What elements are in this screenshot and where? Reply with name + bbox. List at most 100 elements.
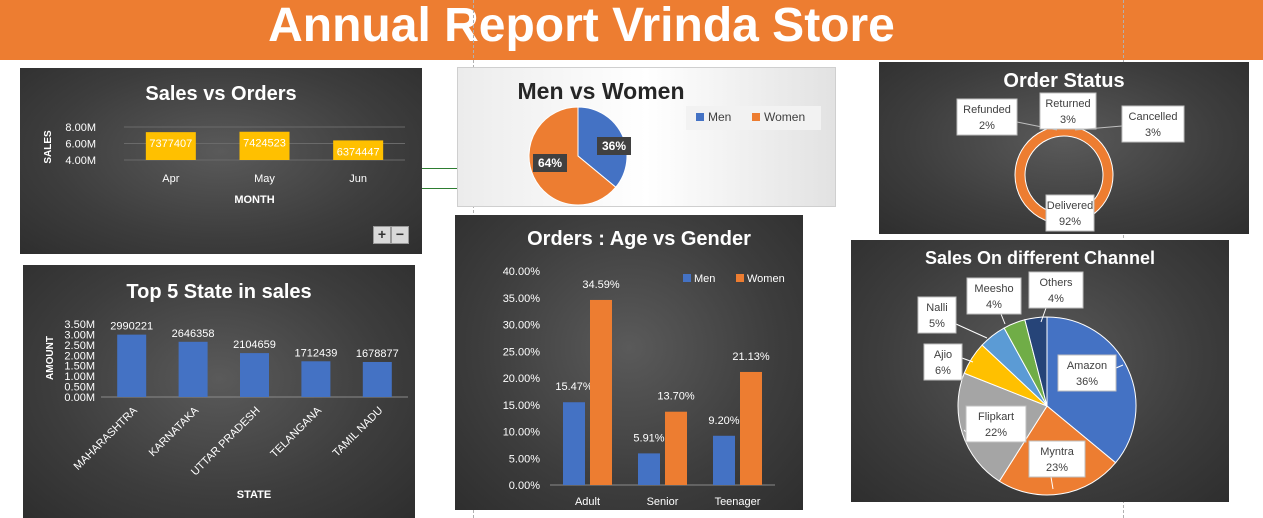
channel-label: Amazon <box>1067 360 1107 372</box>
chart-title: Sales vs Orders <box>145 83 297 105</box>
pie-slice <box>1024 316 1048 407</box>
channel-label: 36% <box>1076 376 1098 388</box>
zoom-in-button[interactable]: + <box>373 226 391 244</box>
channel-label: 4% <box>1048 293 1064 305</box>
bar <box>145 132 196 160</box>
men-women-chart: 36% 64% Men Women <box>528 106 821 206</box>
legend-swatch <box>683 274 691 282</box>
leader-line <box>1115 364 1124 369</box>
data-label: 34.59% <box>582 279 620 291</box>
channel-label: 4% <box>986 299 1002 311</box>
data-label: 7377407 <box>149 138 192 150</box>
y-tick-label: 0.00% <box>509 480 540 492</box>
data-label: 9.20% <box>708 415 739 427</box>
title-banner: Annual Report Vrinda Store <box>0 0 1263 60</box>
y-tick-label: 30.00% <box>503 320 541 332</box>
data-label: 15.47% <box>555 381 593 393</box>
bar <box>638 453 660 485</box>
leader-line <box>1074 125 1123 131</box>
channel-label: Flipkart <box>978 411 1014 423</box>
data-label: 1678877 <box>356 348 399 360</box>
data-label: 6374447 <box>337 146 380 158</box>
top-states-panel[interactable]: Top 5 State in sales 3.50M 3.00M 2.50M 2.00… <box>23 265 415 518</box>
callout-box <box>956 98 1018 136</box>
zoom-out-button[interactable]: − <box>391 226 409 244</box>
legend-label: Men <box>708 110 731 124</box>
bar <box>239 131 290 160</box>
channel-label: 5% <box>929 318 945 330</box>
x-tick-label: Apr <box>162 173 179 185</box>
age-gender-chart: 40.00% 35.00% 30.00% 25.00% 20.00% 15.00% 10.0… <box>503 266 785 508</box>
x-tick-label: TAMIL NADU <box>331 405 386 460</box>
channel-label: 22% <box>985 427 1007 439</box>
y-tick-label: 0.50M <box>64 382 95 394</box>
data-label: 36% <box>602 139 626 153</box>
callout-box <box>1039 92 1097 130</box>
y-tick-label: 40.00% <box>503 266 541 278</box>
legend-label: Women <box>747 273 785 285</box>
bar <box>117 334 147 397</box>
data-label: 2646358 <box>172 328 215 340</box>
leader-line <box>961 357 974 363</box>
chart-title: Orders : Age vs Gender <box>527 228 751 250</box>
bar <box>590 299 612 485</box>
bar <box>665 411 687 485</box>
y-axis-title: SALES <box>43 130 54 164</box>
order-status-label: 2% <box>979 120 995 132</box>
x-tick-label: TELANGANA <box>268 404 324 460</box>
bar <box>333 140 384 160</box>
callout-box <box>923 343 963 381</box>
order-status-label: Cancelled <box>1129 111 1178 123</box>
y-tick-label: 20.00% <box>503 373 541 385</box>
channel-label: Nalli <box>926 302 947 314</box>
y-tick-label: 6.00M <box>65 139 96 151</box>
y-tick-label: 2.50M <box>64 340 95 352</box>
x-tick-label: Jun <box>349 173 367 185</box>
data-label: 2104659 <box>233 339 276 351</box>
callout-box <box>1045 194 1095 232</box>
x-tick-label: KARNATAKA <box>147 404 202 459</box>
legend-swatch <box>696 113 704 121</box>
leader-line <box>955 323 988 339</box>
y-tick-label: 2.00M <box>64 350 95 362</box>
sales-orders-panel[interactable]: Sales vs Orders 8.00M 6.00M 4.00M SALES 7377… <box>20 68 422 254</box>
order-status-panel[interactable]: Order Status Delivered 92% Refunded 2% Retur… <box>879 62 1249 234</box>
y-tick-label: 0.00M <box>64 392 95 404</box>
order-status-label: 3% <box>1060 114 1076 126</box>
x-tick-label: Adult <box>575 496 600 508</box>
leader-line <box>1040 307 1047 323</box>
channel-label: Others <box>1039 277 1073 289</box>
bar <box>301 361 331 397</box>
order-status-chart: Delivered 92% Refunded 2% Returned 3% Cancelle… <box>956 92 1185 232</box>
bar <box>713 435 735 485</box>
bar <box>563 402 585 485</box>
data-label-box <box>597 137 631 155</box>
y-tick-label: 35.00% <box>503 293 541 305</box>
y-tick-label: 25.00% <box>503 346 541 358</box>
age-gender-panel[interactable]: Orders : Age vs Gender 40.00% 35.00% 30.00… <box>455 215 803 510</box>
x-tick-label: MAHARASHTRA <box>72 404 141 473</box>
chart-title: Men vs Women <box>517 78 685 104</box>
callout-box <box>1028 271 1084 309</box>
channels-chart: Amazon 36% Myntra 23% Flipkart 22% Ajio 6% Nalli… <box>917 271 1137 496</box>
x-tick-label: UTTAR PRADESH <box>189 405 263 479</box>
channels-panel[interactable]: Sales On different Channel Amazon 36% Mynt… <box>851 240 1229 502</box>
order-status-label: Delivered <box>1047 200 1093 212</box>
order-status-label: 92% <box>1059 216 1081 228</box>
data-label: 64% <box>538 156 562 170</box>
data-label: 7424523 <box>243 138 286 150</box>
chart-title: Order Status <box>1003 70 1125 92</box>
connector-line <box>422 188 458 189</box>
men-women-panel[interactable]: Men vs Women 36% 64% Men Women <box>457 67 836 207</box>
callout-box <box>1121 105 1185 143</box>
x-tick-label: Senior <box>647 496 679 508</box>
x-tick-label: May <box>254 173 275 185</box>
order-status-label: Returned <box>1045 98 1090 110</box>
page-title: Annual Report Vrinda Store <box>268 0 895 52</box>
channel-label: 23% <box>1046 462 1068 474</box>
y-tick-label: 8.00M <box>65 122 96 134</box>
channel-label: Myntra <box>1040 446 1075 458</box>
pie-slice <box>528 106 617 206</box>
legend-label: Men <box>694 273 715 285</box>
chart-title: Top 5 State in sales <box>126 281 312 303</box>
